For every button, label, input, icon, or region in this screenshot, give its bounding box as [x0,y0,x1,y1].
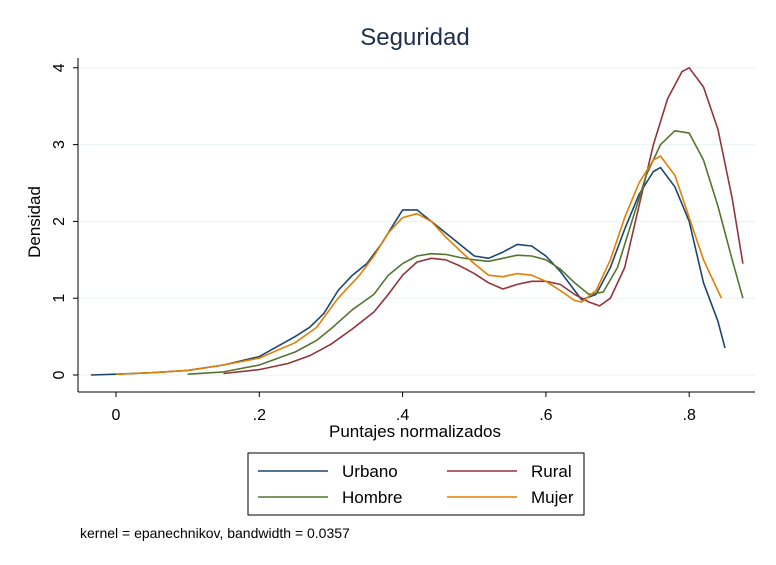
y-tick-label: 4 [51,63,68,72]
x-tick-label: .6 [539,407,552,424]
series-line-urbano [90,166,726,376]
x-tick-label: .2 [253,407,266,424]
legend-label-urbano: Urbano [342,462,398,481]
legend: Urbano Rural Hombre Mujer [247,452,585,516]
y-tick-label: 3 [51,140,68,149]
x-tick-label: .8 [683,407,696,424]
legend-label-rural: Rural [531,462,572,481]
x-tick-label: 0 [112,407,121,424]
x-tick-label: .4 [396,407,409,424]
kernel-note: kernel = epanechnikov, bandwidth = 0.035… [80,525,350,541]
y-tick-label: 1 [51,294,68,303]
y-tick-label: 2 [51,217,68,226]
legend-box [247,452,585,516]
series-line-rural [223,67,744,375]
legend-label-mujer: Mujer [531,488,574,507]
chart-title: Seguridad [360,24,469,51]
series-lines [90,67,744,376]
axes: 0 1 2 3 4 0 .2 .4 .6 .8 [51,58,755,424]
series-line-hombre [187,130,744,375]
series-line-mujer [115,155,723,375]
y-tick-label: 0 [51,370,68,379]
gridlines [78,67,755,376]
y-axis-label: Densidad [25,186,44,258]
legend-label-hombre: Hombre [342,488,402,507]
x-axis-label: Puntajes normalizados [329,422,501,441]
